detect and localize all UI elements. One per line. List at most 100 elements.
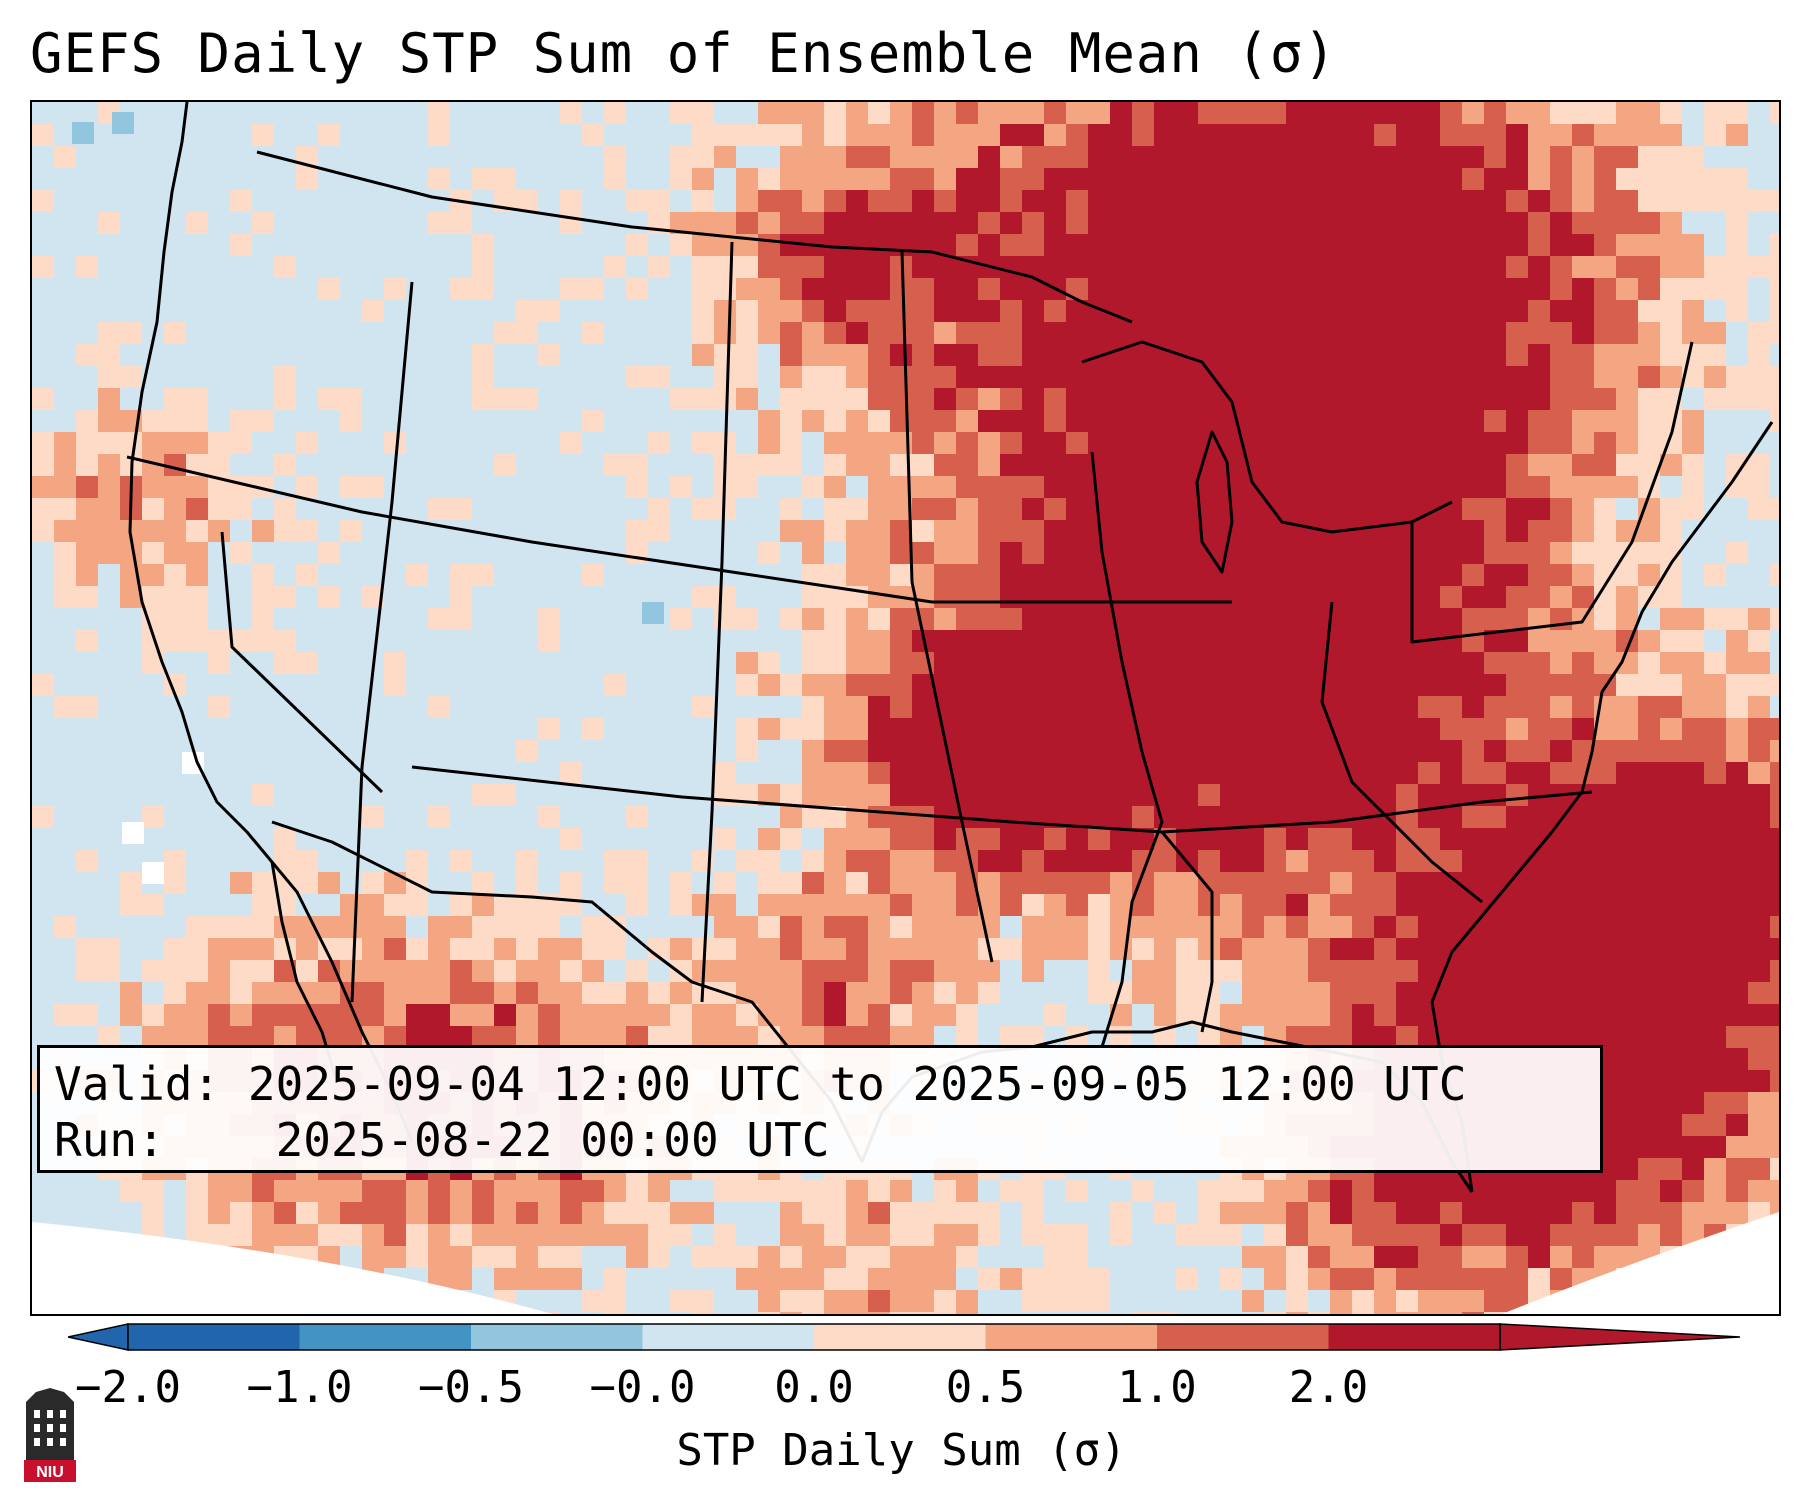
stp-cell bbox=[32, 476, 54, 498]
west-states-border bbox=[126, 455, 1232, 604]
stp-cell bbox=[890, 850, 912, 872]
stp-cell bbox=[1484, 498, 1506, 520]
stp-cell bbox=[1110, 784, 1132, 806]
stp-cell bbox=[1726, 806, 1748, 828]
stp-cell bbox=[1682, 300, 1704, 322]
stp-cell bbox=[538, 1268, 560, 1290]
stp-cell bbox=[934, 542, 956, 564]
stp-cell bbox=[1396, 454, 1418, 476]
stp-cell bbox=[934, 938, 956, 960]
stp-cell bbox=[824, 124, 846, 146]
stp-cell bbox=[1616, 806, 1638, 828]
stp-cell bbox=[1242, 806, 1264, 828]
stp-cell bbox=[604, 1268, 626, 1290]
stp-cell bbox=[340, 410, 362, 432]
stp-cell bbox=[824, 278, 846, 300]
stp-cell bbox=[934, 740, 956, 762]
stp-cell bbox=[1220, 432, 1242, 454]
stp-cell bbox=[1594, 762, 1616, 784]
stp-cell bbox=[780, 1268, 802, 1290]
stp-cell bbox=[1264, 300, 1286, 322]
stp-cell bbox=[1220, 366, 1242, 388]
stp-cell bbox=[670, 1224, 692, 1246]
stp-cell bbox=[824, 1026, 846, 1048]
stp-cell bbox=[428, 1202, 450, 1224]
stp-cell bbox=[1726, 1180, 1748, 1202]
stp-cell bbox=[868, 630, 890, 652]
stp-cell bbox=[1242, 234, 1264, 256]
stp-cell bbox=[1748, 344, 1770, 366]
stp-cell bbox=[1462, 366, 1484, 388]
stp-cell bbox=[296, 1202, 318, 1224]
stp-cell bbox=[384, 278, 406, 300]
stp-cell bbox=[1682, 476, 1704, 498]
stp-cell bbox=[1352, 982, 1374, 1004]
stp-map bbox=[32, 102, 1779, 1314]
stp-cell bbox=[296, 520, 318, 542]
stp-cell bbox=[824, 1180, 846, 1202]
stp-cell bbox=[1572, 828, 1594, 850]
stp-cell bbox=[1154, 300, 1176, 322]
stp-cell bbox=[1154, 454, 1176, 476]
stp-cell bbox=[1572, 1224, 1594, 1246]
stp-cell bbox=[1440, 762, 1462, 784]
stp-cell bbox=[1770, 322, 1779, 344]
stp-cell bbox=[1528, 828, 1550, 850]
stp-cell bbox=[1154, 234, 1176, 256]
stp-cell bbox=[1308, 1202, 1330, 1224]
stp-cell bbox=[1726, 762, 1748, 784]
stp-cell bbox=[1726, 608, 1748, 630]
stp-cell bbox=[1462, 1312, 1484, 1314]
stp-cell bbox=[780, 388, 802, 410]
stp-cell bbox=[208, 432, 230, 454]
stp-cell bbox=[1616, 564, 1638, 586]
stp-cell bbox=[186, 498, 208, 520]
stp-cell bbox=[1770, 762, 1779, 784]
stp-cell bbox=[956, 850, 978, 872]
stp-cell bbox=[362, 300, 384, 322]
stp-cell bbox=[1594, 190, 1616, 212]
stp-cell bbox=[1352, 960, 1374, 982]
stp-cell bbox=[208, 630, 230, 652]
stp-cell bbox=[956, 740, 978, 762]
stp-cell bbox=[340, 1202, 362, 1224]
stp-cell bbox=[1660, 520, 1682, 542]
stp-cell bbox=[1176, 322, 1198, 344]
stp-cell bbox=[1528, 850, 1550, 872]
stp-cell bbox=[274, 652, 296, 674]
stp-cell bbox=[1088, 850, 1110, 872]
stp-cell bbox=[978, 806, 1000, 828]
stp-cell bbox=[604, 1224, 626, 1246]
stp-cell bbox=[1704, 982, 1726, 1004]
stp-cell bbox=[76, 586, 98, 608]
stp-cell bbox=[890, 520, 912, 542]
stp-cell bbox=[582, 1180, 604, 1202]
stp-cell bbox=[1462, 762, 1484, 784]
stp-cell bbox=[1110, 916, 1132, 938]
stp-cell bbox=[1374, 850, 1396, 872]
stp-cell bbox=[1484, 520, 1506, 542]
stp-cell bbox=[164, 476, 186, 498]
stp-cell bbox=[1066, 916, 1088, 938]
stp-cell bbox=[1374, 762, 1396, 784]
stp-cell bbox=[1088, 828, 1110, 850]
stp-cell bbox=[428, 168, 450, 190]
stp-cell bbox=[1418, 454, 1440, 476]
stp-cell bbox=[978, 982, 1000, 1004]
stp-cell bbox=[120, 872, 142, 894]
stp-cell bbox=[802, 366, 824, 388]
stp-cell bbox=[1484, 278, 1506, 300]
stp-cell bbox=[1044, 938, 1066, 960]
stp-cell bbox=[120, 542, 142, 564]
stp-cell bbox=[1396, 146, 1418, 168]
stp-cell bbox=[1528, 102, 1550, 124]
stp-cell bbox=[1748, 828, 1770, 850]
stp-cell bbox=[1132, 432, 1154, 454]
stp-cell bbox=[934, 1202, 956, 1224]
stp-cell bbox=[1660, 696, 1682, 718]
stp-cell bbox=[1154, 1312, 1176, 1314]
stp-cell bbox=[1000, 344, 1022, 366]
stp-cell bbox=[1374, 894, 1396, 916]
stp-cell bbox=[98, 938, 120, 960]
stp-cell bbox=[1726, 960, 1748, 982]
